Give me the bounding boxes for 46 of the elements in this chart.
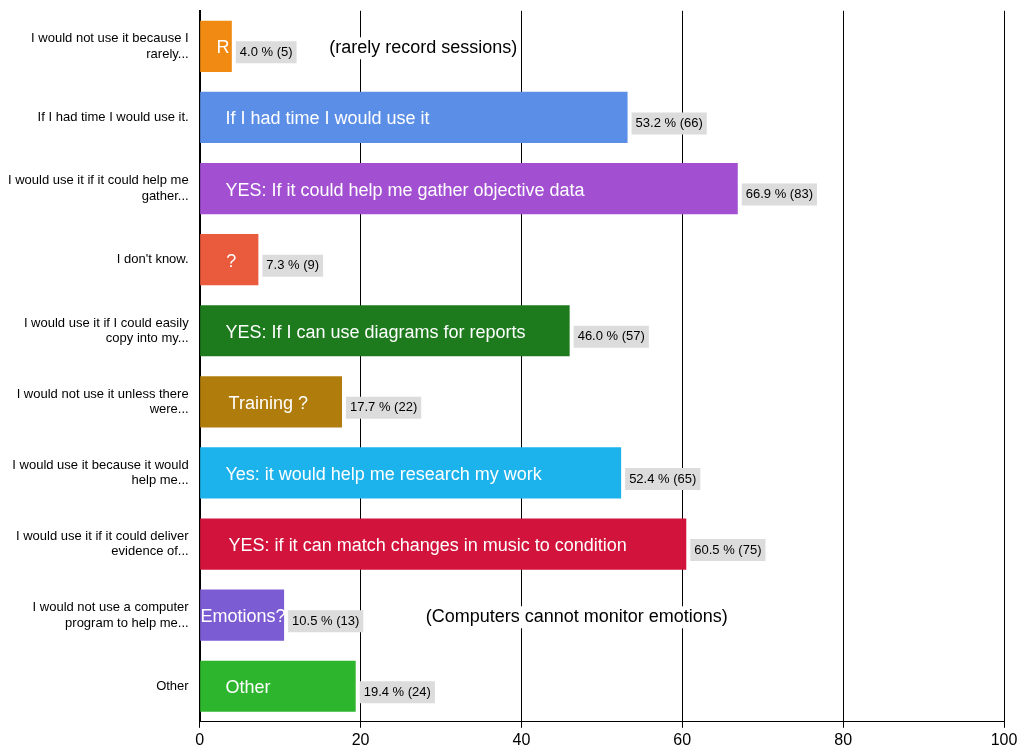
annotation: ?: [226, 250, 237, 271]
bar: [200, 162, 738, 215]
annotation: (rarely record sessions): [329, 37, 518, 58]
y-tick-label: I would use it because it would help me...: [12, 456, 189, 488]
data-label: 10.5 % (13): [292, 612, 360, 628]
data-label: 7.3 % (9): [266, 257, 320, 273]
data-label: 53.2 % (66): [635, 115, 703, 131]
x-tick-label: 0: [195, 730, 205, 748]
bar: [200, 447, 622, 499]
x-tick-label: 60: [673, 730, 692, 748]
x-tick-label: 80: [834, 730, 853, 748]
y-tick-label: Other: [156, 677, 190, 693]
x-tick-label: 40: [512, 730, 531, 748]
y-tick-label: I would not use it because I rarely...: [31, 30, 189, 61]
data-label: 66.9 % (83): [745, 186, 813, 202]
data-label: 17.7 % (22): [350, 399, 418, 415]
annotation: (Computers cannot monitor emotions): [425, 606, 728, 627]
x-tick-label: 100: [990, 730, 1018, 748]
bar: [200, 20, 232, 72]
bar: [200, 305, 570, 357]
annotation: Training ?: [228, 392, 308, 413]
annotation: YES: If it could help me gather objective data: [225, 179, 586, 200]
bar: [200, 660, 356, 712]
data-label: 60.5 % (75): [694, 541, 762, 557]
annotation: If I had time I would use it: [225, 108, 430, 129]
data-label: 4.0 % (5): [239, 43, 293, 59]
y-tick-label: I would use it if it could deliver evidence of...: [15, 527, 190, 559]
y-tick-label: I would not use a computer program to help me...: [32, 598, 190, 630]
data-label: 52.4 % (65): [629, 470, 697, 486]
y-tick-label: I would not use it unless there were...: [16, 385, 189, 417]
data-label: 19.4 % (24): [363, 683, 431, 699]
y-tick-label: I would use it if I could easily copy into my...: [23, 314, 190, 346]
annotation: Other: [225, 677, 271, 698]
y-tick-label: I would use it if it could help me gather...: [7, 172, 189, 203]
data-label: 46.0 % (57): [577, 328, 645, 344]
bar: [200, 376, 343, 428]
y-tick-label: If I had time I would use it.: [37, 109, 189, 125]
y-tick-label: I don't know.: [116, 251, 189, 267]
annotation: R: [216, 37, 230, 58]
annotation: YES: if it can match changes in music to condition: [228, 535, 627, 556]
annotation: YES: If I can use diagrams for reports: [225, 321, 526, 342]
bar: [200, 518, 687, 570]
x-tick-label: 20: [351, 730, 370, 748]
bar: [200, 91, 628, 144]
bar: [200, 234, 259, 286]
annotation: Yes: it would help me research my work: [225, 463, 543, 484]
